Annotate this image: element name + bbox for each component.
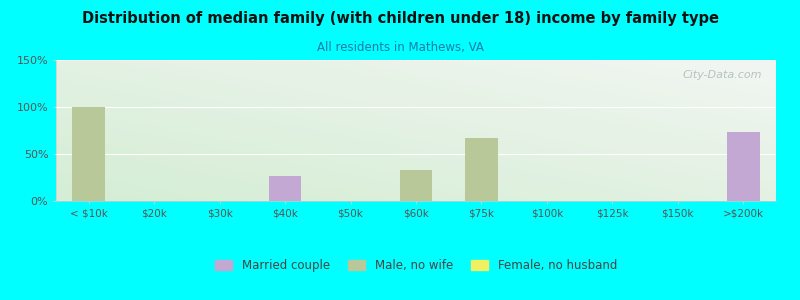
Bar	[465, 138, 498, 201]
Bar	[269, 176, 302, 201]
Legend: Married couple, Male, no wife, Female, no husband: Married couple, Male, no wife, Female, n…	[210, 254, 622, 277]
Bar	[400, 170, 432, 201]
Text: Distribution of median family (with children under 18) income by family type: Distribution of median family (with chil…	[82, 11, 718, 26]
Text: All residents in Mathews, VA: All residents in Mathews, VA	[317, 40, 483, 53]
Bar	[72, 107, 105, 201]
Bar	[727, 132, 760, 201]
Text: City-Data.com: City-Data.com	[682, 70, 762, 80]
